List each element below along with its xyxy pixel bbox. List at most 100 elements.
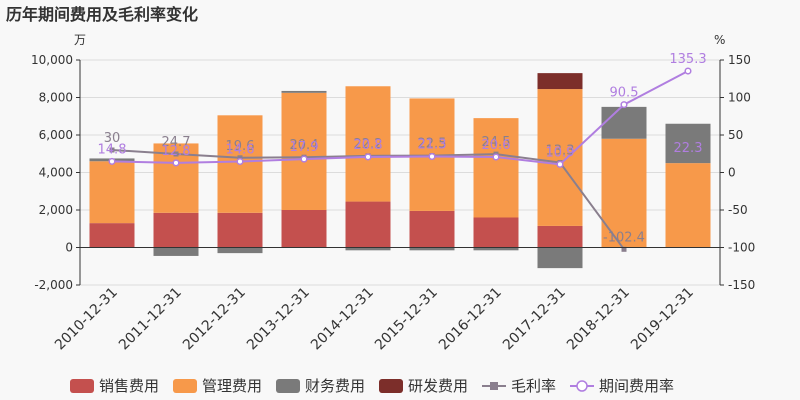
legend-label: 毛利率 <box>511 377 556 395</box>
axes-group: 10,000 8,000 6,000 4,000 2,000 0 -2,000 150 100 5… <box>31 53 755 353</box>
line-point-2 <box>236 158 244 166</box>
legend-swatch <box>70 379 94 393</box>
bar-segment-2 <box>665 163 711 248</box>
left-tick-label: 8,000 <box>39 91 73 105</box>
right-tick-label: -150 <box>728 278 755 292</box>
line-data-label-1: 24.7 <box>162 135 191 150</box>
line-point-2 <box>364 153 372 161</box>
bar-segment-2 <box>281 92 327 210</box>
right-axis-unit: % <box>714 33 725 47</box>
bar-segment-2 <box>473 118 519 218</box>
x-tick-label: 2019-12-31 <box>628 285 697 354</box>
legend-item-2: 管理费用 <box>173 377 262 395</box>
x-tick-label: 2017-12-31 <box>500 285 569 354</box>
legend-label: 期间费用率 <box>599 377 674 395</box>
bar-segment-3 <box>281 90 327 93</box>
x-tick-label: 2013-12-31 <box>244 285 313 354</box>
legend-item-1: 销售费用 <box>70 377 159 395</box>
chart-title: 历年期间费用及毛利率变化 <box>6 5 198 24</box>
line-point-2 <box>684 67 692 75</box>
bar-segment-3 <box>473 247 519 251</box>
bar-segment-2 <box>537 89 583 226</box>
line-data-label-2: 17.9 <box>290 140 319 155</box>
line-point-2 <box>300 155 308 163</box>
bar-segment-3 <box>409 247 455 251</box>
line-data-label-1: 13.3 <box>546 144 575 159</box>
bar-segment-1 <box>345 201 391 248</box>
right-tick-label: -100 <box>728 241 755 255</box>
bar-segment-3 <box>537 247 583 269</box>
right-tick-label: -50 <box>728 203 748 217</box>
left-axis-unit: 万 <box>74 33 86 47</box>
right-tick-label: 150 <box>728 53 751 67</box>
bar-segment-1 <box>473 217 519 248</box>
line-series-2 <box>111 70 689 166</box>
bar-segment-1 <box>153 212 199 248</box>
bar-segment-2 <box>345 86 391 202</box>
line-point-2 <box>172 159 180 167</box>
x-tick-label: 2010-12-31 <box>52 285 121 354</box>
extra-data-label: 22.3 <box>674 141 703 156</box>
legend-item-6: 期间费用率 <box>570 377 674 395</box>
right-tick-label: 0 <box>728 166 736 180</box>
line-point-2 <box>108 157 116 165</box>
bar-segment-3 <box>345 247 391 251</box>
line-data-label-2: 20.6 <box>482 138 511 153</box>
left-tick-label: -2,000 <box>34 278 73 292</box>
lines-group <box>108 67 692 252</box>
line-data-label-1: 22.2 <box>354 137 383 152</box>
line-data-label-1: 19.6 <box>226 139 255 154</box>
right-tick-label: 50 <box>728 128 743 142</box>
line-data-label-2: 20.8 <box>354 138 383 153</box>
x-tick-label: 2016-12-31 <box>436 285 505 354</box>
left-tick-label: 6,000 <box>39 128 73 142</box>
x-tick-label: 2012-12-31 <box>180 285 249 354</box>
line-data-label-2: 14.6 <box>226 143 255 158</box>
left-tick-label: 4,000 <box>39 166 73 180</box>
line-data-label-1: 22.5 <box>418 137 447 152</box>
line-point-2 <box>492 153 500 161</box>
x-tick-label: 2011-12-31 <box>116 285 185 354</box>
legend-swatch <box>276 379 300 393</box>
legend-item-3: 财务费用 <box>276 377 365 395</box>
bar-segment-1 <box>89 223 135 248</box>
line-data-label-1: -102.4 <box>603 230 645 245</box>
data-labels-group: 30 24.7 19.6 20.4 22.2 22.5 24.5 13.3 -102.4 14.8… <box>98 52 707 245</box>
legend: 销售费用 管理费用 财务费用 研发费用 毛利率 期间费用率 <box>70 377 674 395</box>
legend-marker <box>576 380 588 392</box>
line-data-label-2: 90.5 <box>610 86 639 101</box>
legend-item-4: 研发费用 <box>379 377 468 395</box>
line-data-label-1: 20.4 <box>290 138 319 153</box>
left-tick-label: 2,000 <box>39 203 73 217</box>
x-tick-label: 2018-12-31 <box>564 285 633 354</box>
bar-segment-3 <box>665 123 711 164</box>
left-tick-label: 10,000 <box>31 53 73 67</box>
legend-label: 销售费用 <box>99 377 159 395</box>
line-data-label-2: 14.8 <box>98 142 127 157</box>
bar-segment-1 <box>409 210 455 248</box>
bar-segment-1 <box>537 225 583 248</box>
line-point-1 <box>237 155 243 161</box>
line-point-2 <box>620 101 628 109</box>
legend-label: 管理费用 <box>202 377 262 395</box>
x-tick-label: 2014-12-31 <box>308 285 377 354</box>
line-data-label-2: 21.3 <box>418 138 447 153</box>
legend-label: 财务费用 <box>305 377 365 395</box>
legend-marker <box>490 382 498 390</box>
left-tick-label: 0 <box>65 241 73 255</box>
line-point-1 <box>621 246 627 252</box>
bar-segment-1 <box>281 210 327 248</box>
x-tick-label: 2015-12-31 <box>372 285 441 354</box>
legend-item-5: 毛利率 <box>482 377 556 395</box>
line-data-label-1: 24.5 <box>482 135 511 150</box>
line-data-label-2: 135.3 <box>669 52 706 67</box>
legend-label: 研发费用 <box>408 377 468 395</box>
bar-segment-4 <box>537 73 583 90</box>
line-data-label-1: 30 <box>104 131 121 146</box>
bar-segment-1 <box>217 212 263 248</box>
line-point-2 <box>556 160 564 168</box>
line-data-label-2: 12.8 <box>162 144 191 159</box>
bar-segment-3 <box>217 247 263 254</box>
